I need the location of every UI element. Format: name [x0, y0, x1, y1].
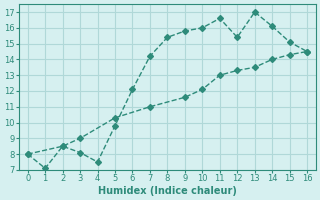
X-axis label: Humidex (Indice chaleur): Humidex (Indice chaleur): [98, 186, 237, 196]
